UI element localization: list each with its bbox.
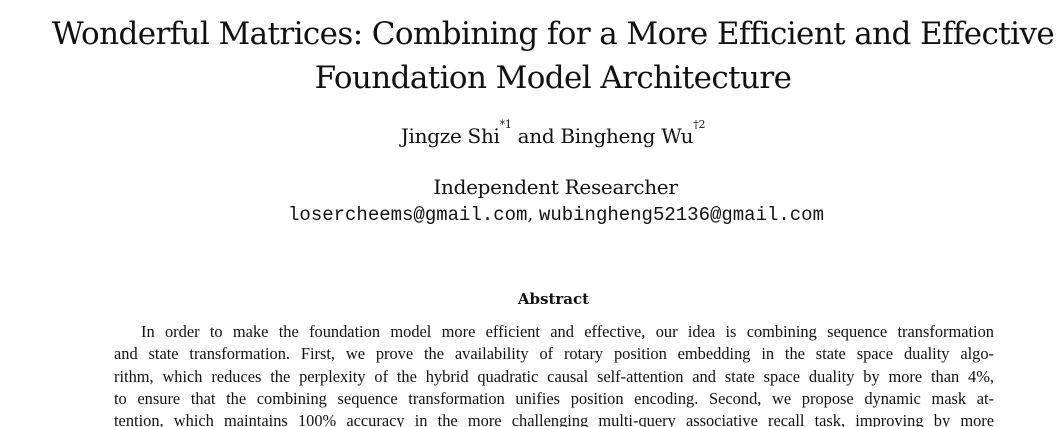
author-marks-2: †2 (693, 118, 706, 131)
paper-title: Wonderful Matrices: Combining for a More… (40, 12, 1064, 100)
email-2[interactable]: wubingheng52136@gmail.com (538, 204, 824, 226)
email-1[interactable]: losercheems@gmail.com (288, 204, 528, 226)
email-separator: , (527, 204, 534, 225)
author-joiner: and (517, 124, 555, 148)
affiliation: Independent Researcher (433, 175, 678, 199)
author-marks-1: *1 (499, 118, 512, 131)
abstract-line: tention, which maintains 100% accuracy i… (114, 411, 994, 427)
abstract-line: and state transformation. First, we prov… (114, 344, 994, 364)
author-name-1: Jingze Shi (400, 124, 500, 148)
title-line-2: Foundation Model Architecture (314, 60, 792, 96)
abstract-line: to ensure that the combining sequence tr… (114, 388, 994, 408)
author-list: Jingze Shi*1 and Bingheng Wu†2 (0, 118, 1064, 151)
author-name-2: Bingheng Wu (560, 124, 694, 148)
abstract-heading: Abstract (517, 290, 590, 308)
abstract-line: In order to make the foundation model mo… (141, 322, 994, 341)
abstract-line: rithm, which reduces the perplexity of t… (114, 366, 994, 386)
email-list: losercheems@gmail.com, wubingheng52136@g… (0, 201, 1064, 229)
title-line-1: Wonderful Matrices: Combining for a More… (51, 16, 1055, 52)
abstract-body: In order to make the foundation model mo… (114, 321, 994, 427)
